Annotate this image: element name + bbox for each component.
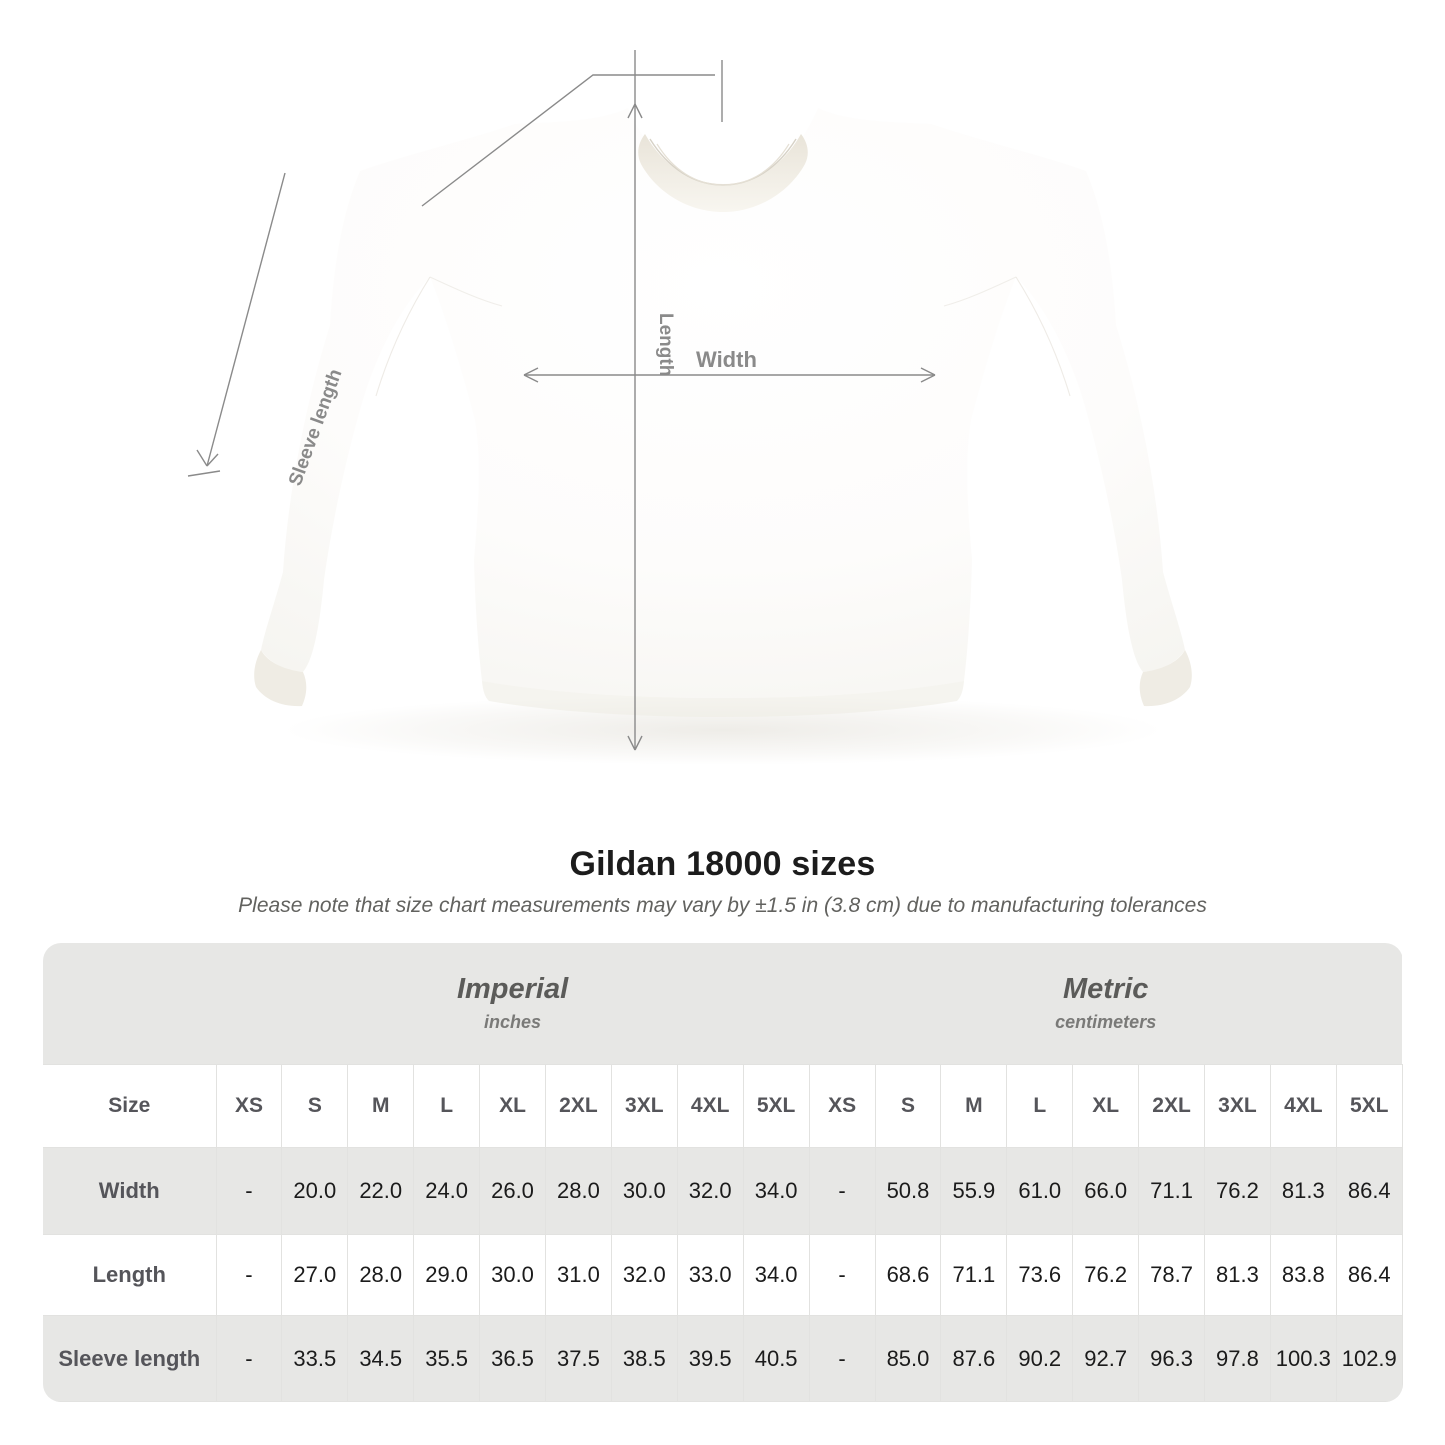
svg-text:Width: Width: [696, 347, 757, 372]
svg-text:Length: Length: [655, 313, 676, 376]
